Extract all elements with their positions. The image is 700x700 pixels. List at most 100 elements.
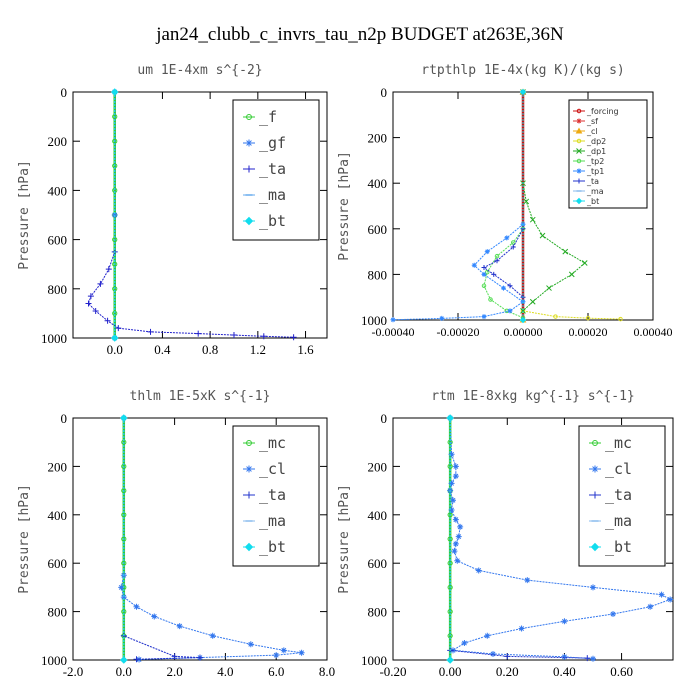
y-tick-label: 1000 <box>41 653 67 668</box>
data-point <box>510 244 516 250</box>
data-point <box>446 414 454 422</box>
x-tick-label: 0.60 <box>610 664 633 679</box>
data-point <box>519 88 527 96</box>
y-axis-label: Pressure [hPa] <box>17 484 32 594</box>
x-tick-label: 0.00 <box>439 664 462 679</box>
legend-box <box>232 99 320 241</box>
legend-entry: _bt <box>605 538 632 556</box>
data-point <box>481 271 487 277</box>
data-point <box>457 523 464 530</box>
series-ta <box>481 89 526 300</box>
data-point <box>484 249 490 255</box>
x-tick-label: -2.0 <box>63 664 84 679</box>
y-tick-label: 200 <box>368 131 388 146</box>
legend: _forcing_sf_cl_dp2_dp1_tp2_tp1_ta_ma_bt <box>568 99 648 209</box>
legend-marker <box>576 108 582 114</box>
legend-entry: _forcing <box>586 107 619 116</box>
legend-marker <box>246 114 252 120</box>
data-point <box>491 271 497 277</box>
series-line <box>87 92 294 338</box>
y-tick-label: 200 <box>368 459 388 474</box>
legend-entry: _mc <box>259 434 286 452</box>
data-point <box>176 623 183 630</box>
y-tick-label: 600 <box>368 222 388 237</box>
panel-title: rtm 1E-8xkg kg^{-1} s^{-1} <box>431 389 635 404</box>
data-point <box>111 334 119 342</box>
data-point <box>452 473 459 480</box>
legend-marker <box>576 138 582 144</box>
panel-title: thlm 1E-5xK s^{-1} <box>130 389 271 404</box>
data-point <box>290 334 297 341</box>
legend: _mc _cl _ta _ma _bt <box>232 425 320 567</box>
data-point <box>195 330 202 337</box>
legend-marker <box>575 197 583 205</box>
legend-marker <box>246 440 252 446</box>
data-point <box>105 266 112 273</box>
series-line <box>483 92 524 319</box>
data-point <box>448 451 455 458</box>
series-ta <box>120 415 203 663</box>
data-point <box>524 577 531 584</box>
data-point <box>518 625 525 632</box>
legend-entry: _f <box>259 108 277 126</box>
data-point <box>581 260 588 266</box>
data-point <box>85 300 92 307</box>
series-ta <box>447 415 591 662</box>
series-line <box>449 418 588 659</box>
data-point <box>120 414 128 422</box>
data-point <box>490 650 496 657</box>
data-point <box>247 641 254 648</box>
y-tick-label: 1000 <box>41 331 67 346</box>
y-tick-label: 800 <box>48 282 68 297</box>
x-tick-label: 2.0 <box>166 664 182 679</box>
data-point <box>390 317 396 323</box>
y-axis-label: Pressure [hPa] <box>337 151 352 261</box>
x-tick-label: -0.00040 <box>372 325 415 339</box>
data-point <box>118 584 125 591</box>
legend-entry: _ma <box>259 186 286 204</box>
legend-marker <box>576 168 582 174</box>
data-point <box>115 325 122 332</box>
x-tick-label: 1.6 <box>297 342 314 357</box>
series-bt <box>519 88 527 324</box>
data-point <box>485 269 490 275</box>
data-point <box>520 308 526 314</box>
data-point <box>471 262 477 268</box>
panel-um: um 1E-4xm s^{-2} Pressure [hPa] 0 200 400 600… <box>17 63 328 357</box>
legend-marker <box>576 148 582 154</box>
data-point <box>455 533 462 540</box>
y-tick-label: 800 <box>48 605 68 620</box>
y-tick-label: 800 <box>368 605 388 620</box>
legend-entry: _sf <box>586 117 598 126</box>
legend-marker <box>245 465 253 473</box>
data-point <box>97 280 104 287</box>
data-point <box>481 265 487 271</box>
panel-title: rtpthlp 1E-4x(kg K)/(kg s) <box>421 63 625 78</box>
data-point <box>298 649 305 656</box>
figure-title: jan24_clubb_c_invrs_tau_n2p BUDGET at263… <box>155 24 564 45</box>
data-point <box>87 293 94 300</box>
legend-marker <box>576 178 582 184</box>
y-tick-label: 600 <box>48 556 68 571</box>
data-point <box>260 333 267 340</box>
x-tick-label: 0.00040 <box>634 325 673 339</box>
data-point <box>475 567 482 574</box>
y-tick-label: 1000 <box>361 313 387 328</box>
legend-entry: _bt <box>259 538 286 556</box>
legend-entry: _dp2 <box>586 137 606 146</box>
legend: _mc _cl _ta _ma _bt <box>578 425 666 567</box>
legend-entry: _ma <box>259 512 286 530</box>
x-tick-label: 0.0 <box>107 342 123 357</box>
y-tick-label: 800 <box>368 267 388 282</box>
x-tick-label: 0.4 <box>154 342 171 357</box>
legend-marker <box>576 158 582 164</box>
y-tick-label: 200 <box>48 459 68 474</box>
x-tick-label: 0.40 <box>553 664 576 679</box>
y-tick-label: 400 <box>48 183 68 198</box>
data-point <box>111 88 119 96</box>
x-tick-label: 0.20 <box>496 664 519 679</box>
legend-entry: _ma <box>605 512 632 530</box>
data-point <box>504 653 511 660</box>
panel-rtpthlp: rtpthlp 1E-4x(kg K)/(kg s) Pressure [hPa]… <box>337 63 673 339</box>
